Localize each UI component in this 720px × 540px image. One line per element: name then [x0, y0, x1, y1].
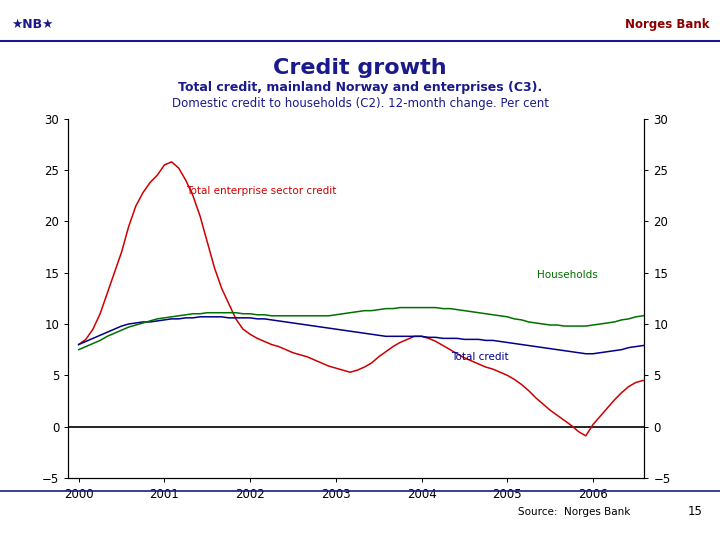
Text: ★NB★: ★NB★ [11, 18, 53, 31]
Text: Total credit: Total credit [451, 352, 509, 362]
Text: Domestic credit to households (C2). 12-month change. Per cent: Domestic credit to households (C2). 12-m… [171, 97, 549, 110]
Text: Credit growth: Credit growth [273, 57, 447, 78]
Text: Total credit, mainland Norway and enterprises (C3).: Total credit, mainland Norway and enterp… [178, 81, 542, 94]
Text: Households: Households [537, 270, 598, 280]
Text: Source:  Norges Bank: Source: Norges Bank [518, 507, 631, 517]
Text: Norges Bank: Norges Bank [625, 18, 709, 31]
Text: Total enterprise sector credit: Total enterprise sector credit [186, 186, 336, 196]
Text: 15: 15 [688, 505, 703, 518]
